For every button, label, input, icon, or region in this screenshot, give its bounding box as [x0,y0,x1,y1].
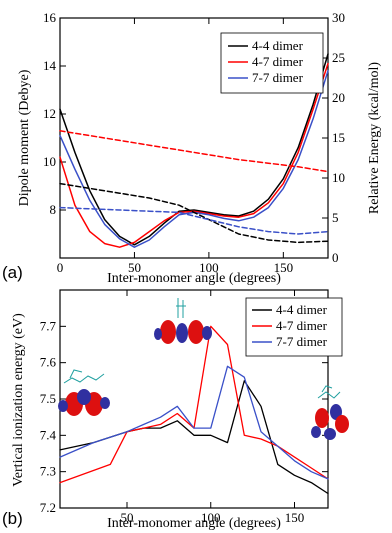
series-b [59,325,329,495]
x-axis-label-a: Inter-monomer angle (degrees) [107,271,281,286]
panel-label-a: (a) [2,263,23,282]
x-tick-label: 50 [121,510,134,525]
x-axis-label-b: Inter-monomer angle (degrees) [107,516,281,531]
legend-b: 4-4 dimer 4-7 dimer 7-7 dimer [245,297,343,357]
y-tick-label: 7.7 [40,318,57,333]
series-line-dashed-4 [59,130,329,173]
y-axis-label-b: Vertical ionization energy (eV) [11,313,26,487]
orbital-inset-middle [154,298,212,344]
legend-entry-47-a: 4-7 dimer [252,54,304,69]
legend-entry-77-b: 7-7 dimer [276,334,328,349]
legend-box-b [245,297,343,357]
orbital-inset-right [311,385,349,440]
y-tick-label: 7.2 [40,500,56,515]
x-tick-label: 50 [128,260,141,275]
series-line-1 [59,325,329,484]
orbital-inset-left [58,369,110,416]
series-line-2 [59,365,329,480]
y-tick-label: 10 [43,154,56,169]
legend-entry-44-b: 4-4 dimer [276,302,328,317]
x-tick-label: 0 [57,260,64,275]
y-tick-label: 7.3 [40,464,56,479]
x-tick-label: 150 [285,510,305,525]
y-tick-label: 7.6 [40,355,57,370]
panel-label-b: (b) [2,509,23,528]
legend-entry-77-a: 7-7 dimer [252,70,304,85]
y2-tick-label: 20 [332,90,345,105]
legend-a: 4-4 dimer 4-7 dimer 7-7 dimer [220,32,324,94]
series-line-0 [59,53,329,246]
ticks-b: 50 100 150 7.2 7.3 7.4 7.5 7.6 7.7 [40,290,328,525]
series-line-dashed-5 [59,206,329,235]
y-tick-label: 12 [43,106,56,121]
y-tick-label: 8 [50,202,57,217]
series-a [59,53,329,248]
y2-axis-label-a: Relative Energy (kcal/mol) [367,62,382,214]
x-tick-label: 100 [199,260,219,275]
y2-tick-label: 30 [332,10,345,25]
legend-box-a [220,32,324,94]
y-tick-label: 16 [43,10,57,25]
ticks-a: 0 50 100 150 8 10 12 14 16 0 5 10 15 20 25 30 [43,10,345,275]
x-tick-label: 100 [201,510,221,525]
panel-a: 0 50 100 150 8 10 12 14 16 0 5 10 15 20 25 30 Inter-mon… [2,10,382,286]
y2-tick-label: 25 [332,50,345,65]
series-line-2 [59,70,329,248]
panel-b: 50 100 150 7.2 7.3 7.4 7.5 7.6 7.7 Inter-monomer… [2,289,349,531]
y2-tick-label: 15 [332,130,345,145]
x-tick-label: 150 [274,260,294,275]
series-line-dashed-3 [59,182,329,244]
y-tick-label: 14 [43,58,57,73]
y-tick-label: 7.5 [40,391,56,406]
legend-entry-44-a: 4-4 dimer [252,38,304,53]
y2-tick-label: 0 [332,250,339,265]
y2-tick-label: 10 [332,170,345,185]
y2-tick-label: 5 [332,210,339,225]
series-line-1 [59,62,329,248]
y-tick-label: 7.4 [40,427,57,442]
legend-entry-47-b: 4-7 dimer [276,318,328,333]
y-axis-label-a: Dipole moment (Debye) [17,69,32,206]
